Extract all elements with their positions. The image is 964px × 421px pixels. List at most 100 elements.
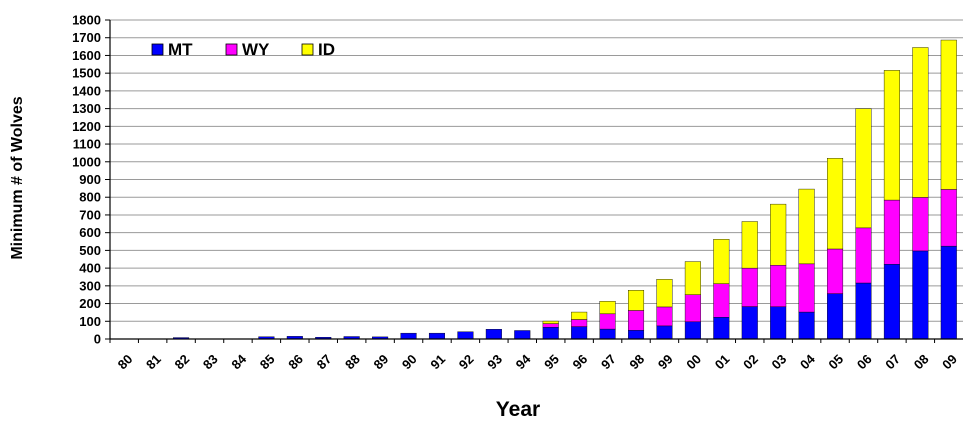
x-tick-label: 06 <box>854 351 875 372</box>
bar-segment-id <box>912 47 929 198</box>
y-tick-label: 1500 <box>72 66 101 81</box>
bar-segment-wy <box>940 189 957 247</box>
bar-segment-wy <box>883 199 900 265</box>
y-tick-label: 1600 <box>72 48 101 63</box>
bar-segment-id <box>628 290 645 311</box>
bar-segment-wy <box>798 263 815 313</box>
bar-segment-mt <box>428 332 446 340</box>
x-tick-label: 95 <box>541 351 562 372</box>
bar-segment-id <box>770 203 787 266</box>
bar-segment-mt <box>713 317 730 340</box>
x-tick-label: 98 <box>626 351 647 372</box>
bar-segment-id <box>542 320 559 324</box>
x-tick-labels: 80 81 82 83 84 85 86 87 88 89 90 91 92 93 94 95 96 97 98 99… <box>115 351 960 372</box>
legend-swatch-wy <box>225 43 238 56</box>
bar-segment-mt <box>514 330 531 340</box>
bar-segment-mt <box>827 293 844 340</box>
x-tick-label: 08 <box>911 351 932 372</box>
x-axis-title: Year <box>496 398 540 421</box>
y-tick-label: 400 <box>79 261 101 276</box>
legend-label-wy: WY <box>242 40 270 59</box>
legend-swatch-id <box>301 43 314 56</box>
x-tick-label: 01 <box>712 351 733 372</box>
bar-segment-id <box>855 108 872 229</box>
bar-segment-wy <box>571 319 588 327</box>
y-tick-labels: 0 100 200 300 400 500 600 700 800 900 1000 1100 1200… <box>72 13 101 347</box>
bar-segment-wy <box>827 248 844 294</box>
bar-segment-id <box>713 239 730 284</box>
x-tick-label: 80 <box>115 351 136 372</box>
bar-segment-mt <box>599 328 616 340</box>
bar-segment-mt <box>798 311 815 340</box>
y-tick-label: 1200 <box>72 119 101 134</box>
x-tick-label: 03 <box>769 351 790 372</box>
y-tick-label: 1300 <box>72 101 101 116</box>
y-tick-label: 600 <box>79 225 101 240</box>
y-tick-label: 500 <box>79 243 101 258</box>
bar-segment-id <box>883 70 900 201</box>
bar-segment-wy <box>656 306 673 327</box>
bar-segment-mt <box>571 326 588 340</box>
x-tick-label: 09 <box>939 351 960 372</box>
bar-segment-mt <box>656 325 673 340</box>
bar-segment-id <box>684 261 701 295</box>
x-tick-label: 99 <box>655 351 676 372</box>
bar-segment-id <box>656 279 673 308</box>
y-tick-label: 1400 <box>72 83 101 98</box>
x-tick-label: 02 <box>740 351 761 372</box>
y-tick-label: 1100 <box>73 137 101 152</box>
bar-segment-wy <box>628 310 645 331</box>
x-tick-label: 81 <box>143 351 164 372</box>
bar-segment-wy <box>599 313 616 330</box>
x-tick-label: 85 <box>257 351 278 372</box>
y-axis-title: Minimum # of Wolves <box>9 96 26 259</box>
y-tick-label: 800 <box>79 190 101 205</box>
x-tick-label: 86 <box>285 351 306 372</box>
gridlines <box>110 19 963 322</box>
x-tick-label: 83 <box>200 351 221 372</box>
y-tick-label: 1800 <box>72 13 101 28</box>
legend-swatch-mt <box>151 43 164 56</box>
bar-segment-wy <box>741 267 758 307</box>
x-tick-label: 05 <box>825 351 846 372</box>
bar-segment-wy <box>684 294 701 323</box>
bar-segment-mt <box>940 245 957 340</box>
x-tick-label: 04 <box>797 351 818 372</box>
y-tick-label: 1000 <box>72 154 101 169</box>
y-tick-label: 200 <box>79 296 101 311</box>
axes <box>105 19 963 343</box>
bar-segment-mt <box>485 329 502 340</box>
bar-segment-id <box>741 221 758 269</box>
bar-segment-mt <box>457 331 474 340</box>
x-tick-label: 90 <box>399 351 420 372</box>
x-tick-label: 93 <box>484 351 505 372</box>
x-tick-label: 87 <box>314 351 335 372</box>
bar-segment-id <box>798 188 815 265</box>
x-tick-label: 91 <box>427 351 448 372</box>
x-tick-label: 89 <box>371 351 392 372</box>
x-tick-label: 94 <box>513 351 534 372</box>
x-tick-label: 82 <box>171 351 192 372</box>
x-tick-label: 07 <box>882 351 903 372</box>
y-tick-label: 1700 <box>72 30 101 45</box>
bar-segment-mt <box>684 321 701 340</box>
y-tick-label: 0 <box>94 332 101 347</box>
legend-label-id: ID <box>318 40 335 59</box>
bar-segment-mt <box>912 250 929 340</box>
bar-segment-wy <box>542 323 559 328</box>
y-tick-label: 900 <box>79 172 101 187</box>
x-tick-label: 84 <box>228 351 249 372</box>
bar-segment-id <box>827 158 844 250</box>
bar-segment-mt <box>400 332 417 340</box>
legend: MT WY ID <box>151 40 335 59</box>
bar-segment-wy <box>713 283 730 318</box>
bar-segment-wy <box>770 265 787 307</box>
x-tick-label: 00 <box>683 351 704 372</box>
y-tick-label: 300 <box>79 278 101 293</box>
bar-segment-id <box>940 39 957 190</box>
bars <box>173 39 957 340</box>
bar-segment-mt <box>628 330 645 340</box>
legend-label-mt: MT <box>168 40 193 59</box>
y-tick-label: 700 <box>79 207 101 222</box>
